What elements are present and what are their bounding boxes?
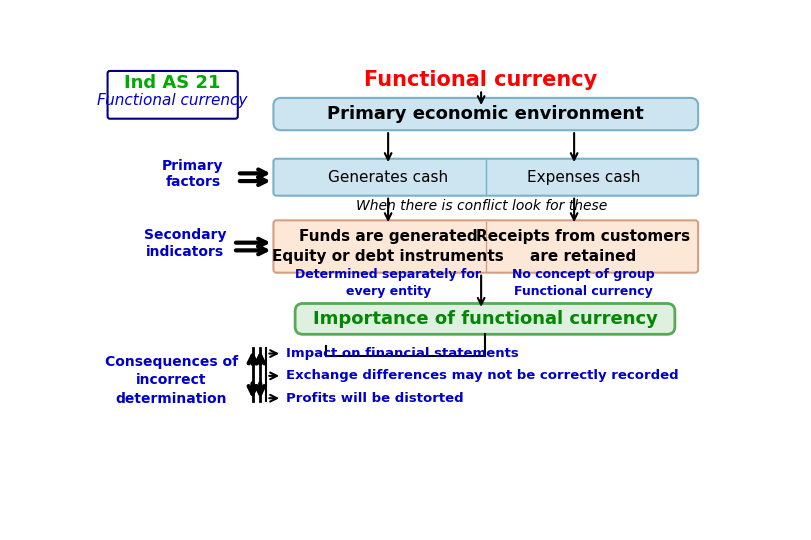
Text: Consequences of
incorrect
determination: Consequences of incorrect determination	[105, 355, 238, 406]
FancyBboxPatch shape	[273, 98, 698, 130]
Text: Receipts from customers
are retained: Receipts from customers are retained	[476, 229, 690, 264]
Text: Ind AS 21: Ind AS 21	[124, 73, 221, 91]
Text: Expenses cash: Expenses cash	[527, 170, 640, 185]
Text: Funds are generated
Equity or debt instruments: Funds are generated Equity or debt instr…	[272, 229, 504, 264]
FancyBboxPatch shape	[295, 303, 675, 334]
Text: Exchange differences may not be correctly recorded: Exchange differences may not be correctl…	[285, 369, 679, 382]
Text: Primary economic environment: Primary economic environment	[328, 105, 644, 123]
Text: Functional currency: Functional currency	[97, 93, 248, 107]
Text: Primary
factors: Primary factors	[162, 159, 224, 189]
Text: Determined separately for
every entity: Determined separately for every entity	[295, 268, 481, 299]
Text: Generates cash: Generates cash	[328, 170, 448, 185]
Text: Profits will be distorted: Profits will be distorted	[285, 392, 463, 404]
FancyBboxPatch shape	[273, 220, 698, 273]
Text: Impact on financial statements: Impact on financial statements	[285, 347, 518, 360]
Text: When there is conflict look for these: When there is conflict look for these	[355, 199, 607, 213]
FancyBboxPatch shape	[108, 71, 238, 119]
Text: Functional currency: Functional currency	[364, 70, 598, 90]
Text: Importance of functional currency: Importance of functional currency	[312, 310, 658, 328]
FancyBboxPatch shape	[273, 159, 698, 195]
Text: No concept of group
Functional currency: No concept of group Functional currency	[512, 268, 654, 299]
Text: Secondary
indicators: Secondary indicators	[144, 228, 226, 259]
